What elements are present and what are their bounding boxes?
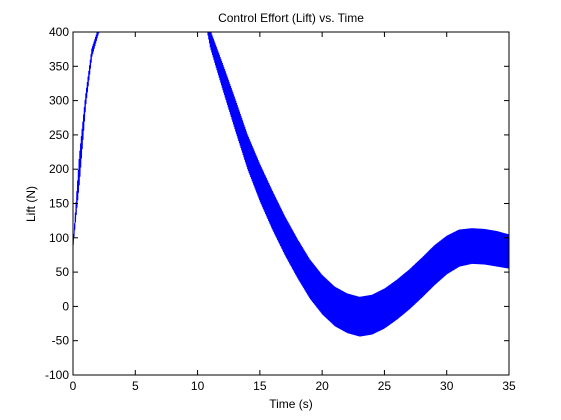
x-tick-label: 30 [440, 379, 454, 393]
y-tick-label: 0 [62, 299, 69, 313]
plot-area [73, 32, 509, 375]
x-tick-label: 15 [253, 379, 267, 393]
y-tick-label: 250 [49, 128, 69, 142]
x-tick-label: 5 [132, 379, 139, 393]
x-tick-label: 25 [378, 379, 392, 393]
y-tick-label: 150 [49, 197, 69, 211]
x-tick-label: 10 [191, 379, 205, 393]
x-tick-label: 20 [315, 379, 329, 393]
x-tick-label: 35 [502, 379, 516, 393]
y-tick-label: 50 [56, 265, 70, 279]
y-axis-label: Lift (N) [24, 186, 38, 222]
y-tick-label: 300 [49, 94, 69, 108]
y-tick-label: -100 [45, 368, 69, 382]
y-tick-label: 100 [49, 231, 69, 245]
series-layer [73, 32, 509, 337]
ticks-layer: 0 5 10 15 20 25 30 35 -100 -50 0 50 100 150 200 250 300 3… [45, 25, 516, 393]
y-tick-label: 200 [49, 162, 69, 176]
x-tick-label: 0 [70, 379, 77, 393]
series-line [73, 32, 509, 337]
y-tick-label: 350 [49, 59, 69, 73]
y-tick-label: 400 [49, 25, 69, 39]
x-axis-label: Time (s) [269, 397, 313, 411]
y-tick-label: -50 [52, 334, 70, 348]
chart-title: Control Effort (Lift) vs. Time [218, 11, 364, 25]
